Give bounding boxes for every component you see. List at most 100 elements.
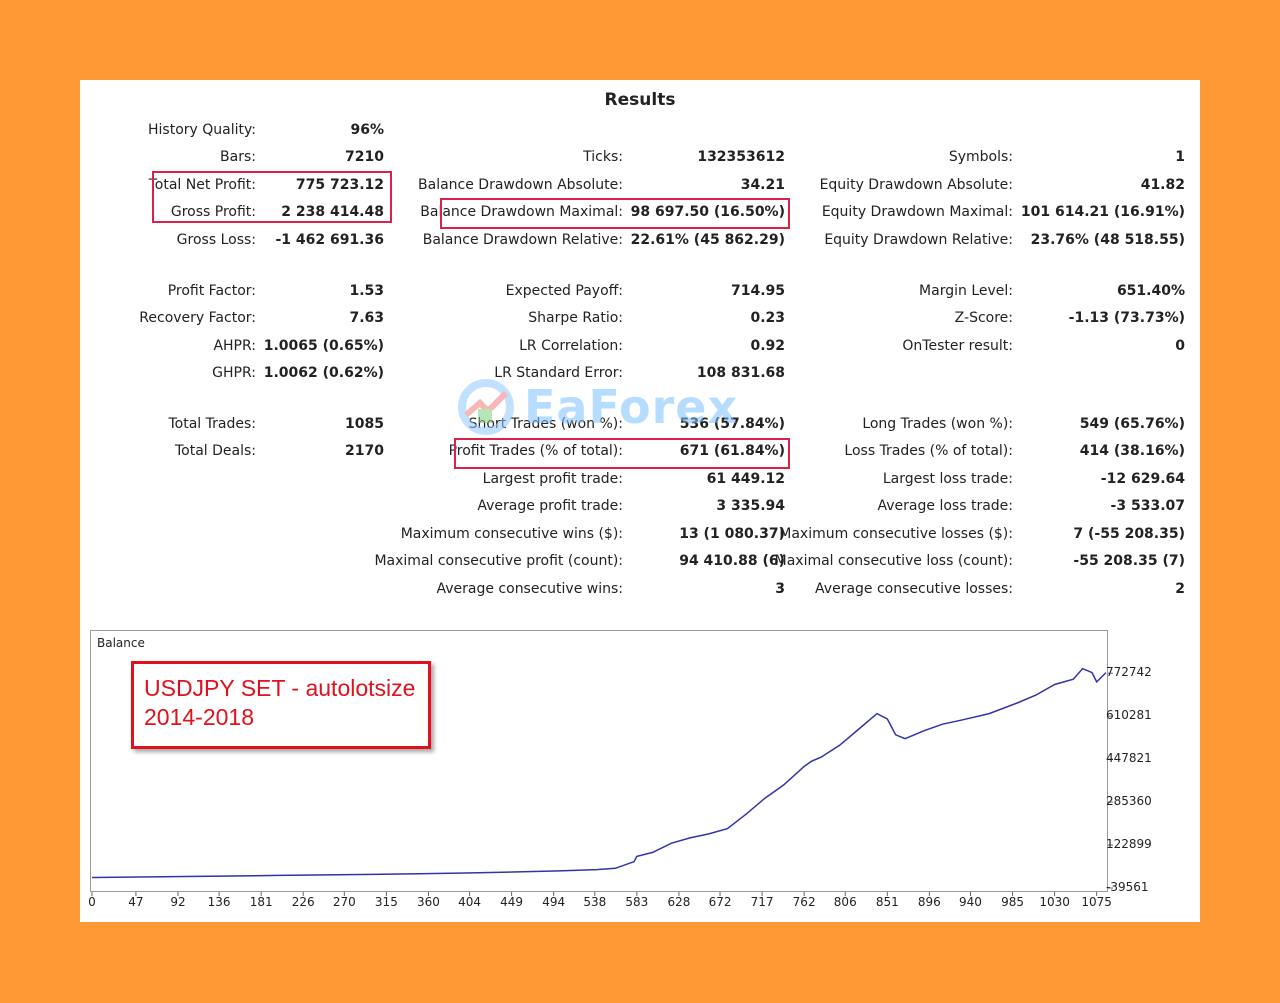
x-tick-label: 315: [374, 895, 398, 909]
profit-factor-label: Profit Factor:: [167, 283, 256, 299]
x-tick-label: 47: [128, 895, 144, 909]
average-profit-label: Average profit trade:: [477, 498, 623, 514]
expected-payoff-value: 714.95: [730, 283, 785, 299]
ticks-value: 132353612: [697, 149, 785, 165]
x-tick-label: 672: [708, 895, 732, 909]
profit-trades-highlight-box: [454, 438, 790, 469]
balance-dd-max-label: Balance Drawdown Maximal:: [420, 204, 623, 220]
z-score-value: -1.13 (73.73%): [1068, 310, 1185, 326]
y-tick-label: 447821: [1106, 751, 1152, 766]
total-deals-label: Total Deals:: [174, 443, 256, 459]
x-tick-label: 940: [959, 895, 982, 909]
avg-consec-wins-value: 3: [775, 581, 785, 597]
annotation-line2: 2014-2018: [144, 704, 254, 730]
ghpr-label: GHPR:: [212, 365, 256, 381]
x-tick-label: 92: [170, 895, 186, 909]
x-tick-label: 1075: [1081, 895, 1112, 909]
gross-loss-value: -1 462 691.36: [275, 232, 384, 248]
max-consec-loss-value: -55 208.35 (7): [1073, 553, 1185, 569]
x-tick-label: 0: [88, 895, 96, 909]
total-deals-value: 2170: [345, 443, 384, 459]
profit-trades-value: 671 (61.84%): [679, 443, 785, 459]
x-tick-label: 583: [625, 895, 649, 909]
max-consec-profit-label: Maximal consecutive profit (count):: [374, 553, 623, 569]
history-quality-label: History Quality:: [148, 122, 256, 138]
x-tick-label: 181: [249, 895, 273, 909]
net-profit-highlight-box: [152, 171, 392, 223]
long-trades-label: Long Trades (won %):: [862, 416, 1013, 432]
long-trades-value: 549 (65.76%): [1079, 416, 1185, 432]
equity-dd-max-value: 101 614.21 (16.91%): [1020, 204, 1185, 220]
loss-trades-label: Loss Trades (% of total):: [844, 443, 1013, 459]
ontester-result-label: OnTester result:: [902, 338, 1013, 354]
balance-dd-max-value: 98 697.50 (16.50%): [630, 204, 785, 220]
annotation-line1: USDJPY SET - autolotsize: [144, 675, 416, 701]
x-tick-label: 806: [833, 895, 857, 909]
sharpe-ratio-value: 0.23: [750, 310, 785, 326]
largest-loss-value: -12 629.64: [1100, 471, 1185, 487]
x-tick-label: 449: [500, 895, 524, 909]
max-consec-losses-label: Maximum consecutive losses ($):: [779, 526, 1013, 542]
largest-loss-label: Largest loss trade:: [882, 471, 1013, 487]
short-trades-value: 536 (57.84%): [679, 416, 785, 432]
balance-drawdown-highlight-box: [440, 198, 790, 229]
bars-value: 7210: [345, 149, 384, 165]
avg-consec-losses-label: Average consecutive losses:: [815, 581, 1013, 597]
y-tick-label: 122899: [1106, 837, 1152, 852]
ghpr-value: 1.0062 (0.62%): [263, 365, 384, 381]
sharpe-ratio-label: Sharpe Ratio:: [528, 310, 623, 326]
avg-consec-wins-label: Average consecutive wins:: [436, 581, 623, 597]
bars-label: Bars:: [220, 149, 256, 165]
x-tick-label: 404: [458, 895, 482, 909]
avg-consec-losses-value: 2: [1175, 581, 1185, 597]
equity-dd-rel-label: Equity Drawdown Relative:: [824, 232, 1013, 248]
total-net-profit-value: 775 723.12: [295, 177, 384, 193]
total-trades-label: Total Trades:: [168, 416, 257, 432]
max-consec-profit-value: 94 410.88 (6): [679, 553, 785, 569]
y-tick-label: 772742: [1106, 665, 1152, 680]
largest-profit-label: Largest profit trade:: [482, 471, 623, 487]
profit-factor-value: 1.53: [349, 283, 384, 299]
symbols-value: 1: [1175, 149, 1185, 165]
profit-trades-label: Profit Trades (% of total):: [448, 443, 623, 459]
max-consec-losses-value: 7 (-55 208.35): [1073, 526, 1185, 542]
x-tick-label: 538: [583, 895, 607, 909]
lr-correlation-label: LR Correlation:: [519, 338, 623, 354]
equity-dd-rel-value: 23.76% (48 518.55): [1030, 232, 1185, 248]
x-tick-label: 494: [542, 895, 566, 909]
x-tick-label: 762: [792, 895, 816, 909]
recovery-factor-value: 7.63: [349, 310, 384, 326]
balance-dd-abs-label: Balance Drawdown Absolute:: [418, 177, 623, 193]
expected-payoff-label: Expected Payoff:: [505, 283, 623, 299]
x-tick-label: 270: [332, 895, 356, 909]
ontester-result-value: 0: [1175, 338, 1185, 354]
balance-dd-rel-value: 22.61% (45 862.29): [630, 232, 785, 248]
equity-dd-abs-value: 41.82: [1140, 177, 1185, 193]
lr-correlation-value: 0.92: [750, 338, 785, 354]
x-tick-label: 717: [750, 895, 774, 909]
largest-profit-value: 61 449.12: [706, 471, 785, 487]
results-title: Results: [604, 90, 676, 110]
max-consec-wins-value: 13 (1 080.37): [679, 526, 785, 542]
balance-chart: Balance USDJPY SET - autolotsize 2014-20…: [90, 630, 1108, 892]
ahpr-value: 1.0065 (0.65%): [263, 338, 384, 354]
x-tick-label: 985: [1001, 895, 1024, 909]
gross-loss-label: Gross Loss:: [176, 232, 256, 248]
history-quality-value: 96%: [350, 122, 384, 138]
x-tick-label: 628: [667, 895, 691, 909]
gross-profit-label: Gross Profit:: [170, 204, 256, 220]
y-tick-label: 610281: [1106, 708, 1152, 723]
symbols-label: Symbols:: [948, 149, 1013, 165]
x-tick-label: 360: [416, 895, 440, 909]
average-profit-value: 3 335.94: [716, 498, 785, 514]
x-tick-label: 136: [207, 895, 231, 909]
lr-std-error-label: LR Standard Error:: [494, 365, 623, 381]
annotation-box: USDJPY SET - autolotsize 2014-2018: [131, 661, 431, 749]
x-tick-label: 851: [875, 895, 899, 909]
total-net-profit-label: Total Net Profit:: [148, 177, 256, 193]
x-tick-label: 226: [291, 895, 315, 909]
x-tick-label: 1030: [1039, 895, 1070, 909]
y-tick-label: -39561: [1106, 880, 1149, 894]
average-loss-label: Average loss trade:: [877, 498, 1013, 514]
lr-std-error-value: 108 831.68: [696, 365, 785, 381]
